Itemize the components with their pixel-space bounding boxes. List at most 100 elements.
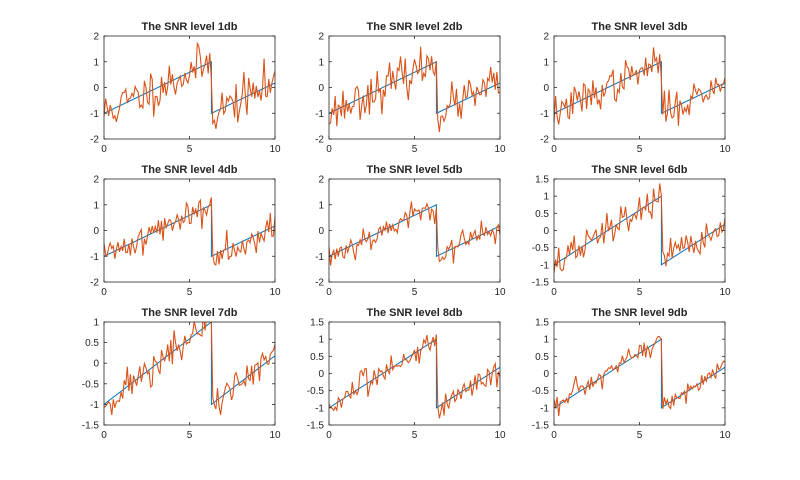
noisy-signal-line (104, 41, 275, 129)
y-tick-label: -1.5 (82, 421, 100, 432)
subplot-2: The SNR level 2db 0 5 10 -2 -1 0 1 2 (315, 21, 506, 155)
y-tick-label: 2 (543, 32, 549, 43)
clean-signal-line (554, 195, 725, 266)
x-tick-label: 5 (637, 144, 643, 155)
y-tick-label: -2 (90, 278, 99, 289)
clean-signal-line (104, 61, 275, 115)
x-tick-label: 5 (412, 287, 418, 298)
axes-box (328, 321, 501, 426)
y-tick-label: -1 (540, 109, 549, 120)
subplot-title: The SNR level 9db (592, 307, 688, 319)
subplot-3: The SNR level 3db 0 5 10 -2 -1 0 1 2 (540, 21, 731, 155)
x-tick-label: 0 (101, 144, 107, 155)
y-tick-label: 1 (318, 200, 324, 211)
y-tick-label: -1 (540, 403, 549, 414)
y-tick-label: 1 (318, 335, 324, 346)
axes-box (103, 321, 276, 426)
x-tick-label: 0 (551, 287, 557, 298)
x-tick-label: 10 (269, 430, 281, 441)
y-tick-label: -1 (315, 403, 324, 414)
noisy-signal-line (104, 197, 275, 266)
axes-box (553, 178, 726, 283)
y-tick-label: 2 (93, 32, 99, 43)
y-tick-label: 0 (318, 226, 324, 237)
y-tick-label: -1 (540, 260, 549, 271)
noisy-signal-line (329, 201, 500, 266)
x-tick-label: 5 (187, 144, 193, 155)
y-tick-label: 0 (318, 83, 324, 94)
y-tick-label: -1 (90, 109, 99, 120)
x-tick-label: 10 (494, 144, 506, 155)
y-tick-label: 0 (93, 359, 99, 370)
x-tick-label: 0 (101, 430, 107, 441)
y-tick-label: 0.5 (535, 352, 549, 363)
subplot-4: The SNR level 4db 0 5 10 -2 -1 0 1 2 (90, 164, 281, 298)
y-tick-label: 1 (543, 57, 549, 68)
y-tick-label: 0 (93, 226, 99, 237)
x-tick-label: 10 (269, 144, 281, 155)
y-tick-label: 1 (318, 57, 324, 68)
subplot-8: The SNR level 8db 0 5 10 -1.5 -1 -0.5 0 0.5 1 1.5 (307, 307, 506, 441)
subplot-9: The SNR level 9db 0 5 10 -1.5 -1 -0.5 0 0.5 1 1.5 (532, 307, 731, 441)
axes-box (103, 35, 276, 140)
subplot-title: The SNR level 2db (367, 21, 463, 33)
x-tick-label: 10 (494, 287, 506, 298)
subplot-title: The SNR level 7db (142, 307, 238, 319)
y-tick-label: -1 (315, 252, 324, 263)
y-tick-label: 2 (318, 32, 324, 43)
x-tick-label: 10 (269, 287, 281, 298)
clean-signal-line (329, 338, 500, 409)
y-tick-label: 0 (543, 83, 549, 94)
x-tick-label: 10 (494, 430, 506, 441)
x-tick-label: 5 (187, 430, 193, 441)
x-tick-label: 0 (326, 430, 332, 441)
x-tick-label: 0 (326, 287, 332, 298)
y-tick-label: 0.5 (85, 338, 99, 349)
x-tick-label: 5 (412, 430, 418, 441)
y-tick-label: 1 (93, 200, 99, 211)
x-tick-label: 5 (187, 287, 193, 298)
x-tick-label: 0 (551, 430, 557, 441)
y-tick-label: 1 (93, 57, 99, 68)
axes-box (553, 35, 726, 140)
y-tick-label: -1 (90, 252, 99, 263)
subplot-title: The SNR level 3db (592, 21, 688, 33)
x-tick-label: 10 (719, 430, 731, 441)
axes-box (553, 321, 726, 426)
noisy-signal-line (554, 183, 725, 274)
y-tick-label: -1.5 (532, 278, 550, 289)
y-tick-label: 0 (93, 83, 99, 94)
noisy-signal-line (554, 335, 725, 417)
subplot-title: The SNR level 4db (142, 164, 238, 176)
subplot-title: The SNR level 8db (367, 307, 463, 319)
y-tick-label: 0 (318, 369, 324, 380)
clean-signal-line (329, 204, 500, 258)
y-tick-label: 1 (543, 335, 549, 346)
subplot-title: The SNR level 6db (592, 164, 688, 176)
x-tick-label: 0 (101, 287, 107, 298)
y-tick-label: 0 (543, 369, 549, 380)
y-tick-label: -2 (315, 278, 324, 289)
x-tick-label: 10 (719, 287, 731, 298)
clean-signal-line (329, 61, 500, 115)
y-tick-label: 1.5 (535, 175, 549, 186)
y-tick-label: -0.5 (307, 386, 325, 397)
axes-box (103, 178, 276, 283)
y-tick-label: -1 (90, 400, 99, 411)
clean-signal-line (104, 322, 275, 406)
x-tick-label: 5 (637, 287, 643, 298)
y-tick-label: 2 (318, 175, 324, 186)
y-tick-label: -1 (315, 109, 324, 120)
subplot-1: The SNR level 1db 0 5 10 -2 -1 0 1 2 (90, 21, 281, 155)
y-tick-label: -2 (315, 135, 324, 146)
y-tick-label: 1.5 (310, 318, 324, 329)
y-tick-label: -0.5 (532, 386, 550, 397)
y-tick-label: 0.5 (310, 352, 324, 363)
subplot-7: The SNR level 7db 0 5 10 -1.5 -1 -0.5 0 0.5 1 (82, 307, 281, 441)
subplot-title: The SNR level 5db (367, 164, 463, 176)
subplot-5: The SNR level 5db 0 5 10 -2 -1 0 1 2 (315, 164, 506, 298)
y-tick-label: 0 (543, 226, 549, 237)
y-tick-label: 2 (93, 175, 99, 186)
noisy-signal-line (329, 334, 500, 419)
